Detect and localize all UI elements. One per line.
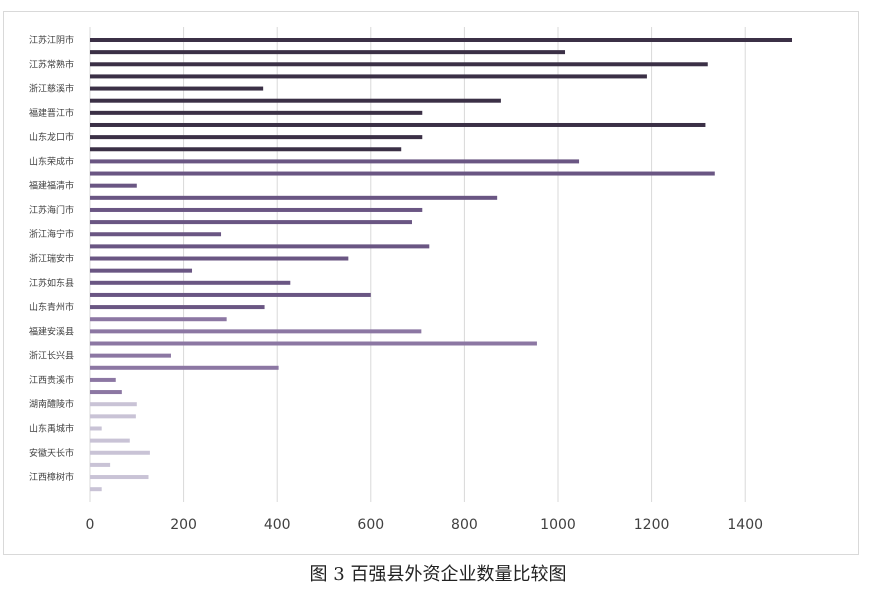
bar [90,292,371,297]
figure-caption: 图 3 百强县外资企业数量比较图 [309,564,567,585]
bar [90,475,149,480]
y-tick-label: 江苏常熟市 [29,58,74,70]
x-tick-label: 600 [357,517,384,533]
bar [90,171,715,176]
bar [90,390,122,395]
bar [90,183,137,188]
bar [90,462,111,467]
bar [90,487,102,492]
bar [90,122,706,127]
x-tick-label: 800 [451,517,478,533]
y-tick-label: 江苏海门市 [29,204,74,216]
bar [90,280,291,285]
bar [90,305,265,310]
x-tick-label: 1200 [634,517,670,533]
y-tick-label: 浙江慈溪市 [29,83,74,95]
y-tick-label: 福建福清市 [29,180,74,192]
y-tick-label: 山东龙口市 [29,131,74,143]
x-tick-label: 400 [264,517,291,533]
y-tick-label: 安徽天长市 [29,447,74,459]
bar [90,256,349,261]
y-tick-label: 山东禹城市 [29,422,74,434]
bar [90,438,130,443]
bar [90,365,279,370]
y-tick-label: 江西贵溪市 [29,374,74,386]
bar [90,207,423,212]
y-axis-labels: 江苏江阴市江苏常熟市浙江慈溪市福建晋江市山东龙口市山东荣成市福建福清市江苏海门市… [29,34,74,483]
bar [90,450,150,455]
bar [90,426,102,431]
bar [90,377,116,382]
x-tick-label: 0 [86,517,95,533]
x-tick-label: 1000 [540,517,576,533]
x-tick-label: 200 [170,517,197,533]
bar [90,50,566,55]
bar [90,74,647,79]
bar [90,317,227,322]
bar [90,86,264,91]
bar [90,232,222,237]
x-axis-labels: 0 200 400 600 800 1000 1200 1400 [86,517,763,533]
y-tick-label: 山东青州市 [29,301,74,313]
bar [90,341,537,346]
gridlines [89,27,746,502]
bar-chart: 江苏江阴市江苏常熟市浙江慈溪市福建晋江市山东龙口市山东荣成市福建福清市江苏海门市… [29,27,792,533]
y-tick-label: 浙江长兴县 [29,350,74,362]
bar [90,147,402,152]
y-tick-label: 浙江海宁市 [29,228,74,240]
bar [90,135,423,140]
bar [90,329,422,334]
bar [90,38,792,42]
bar [90,98,501,103]
bar [90,62,708,67]
bar [90,268,193,273]
y-tick-label: 江苏江阴市 [29,34,74,46]
bar [90,402,137,407]
bar [90,195,498,200]
bars [90,38,792,492]
bar [90,159,580,164]
bar [90,220,412,225]
y-tick-label: 江苏如东县 [29,277,74,289]
bar [90,244,430,249]
bar [90,414,136,419]
y-tick-label: 湖南醴陵市 [29,398,74,410]
y-tick-label: 福建安溪县 [29,325,74,337]
y-tick-label: 浙江瑞安市 [29,253,74,265]
bar [90,110,423,115]
y-tick-label: 福建晋江市 [29,107,74,119]
y-tick-label: 山东荣成市 [29,155,74,167]
x-tick-label: 1400 [727,517,763,533]
y-tick-label: 江西樟树市 [29,471,74,483]
bar [90,353,171,358]
